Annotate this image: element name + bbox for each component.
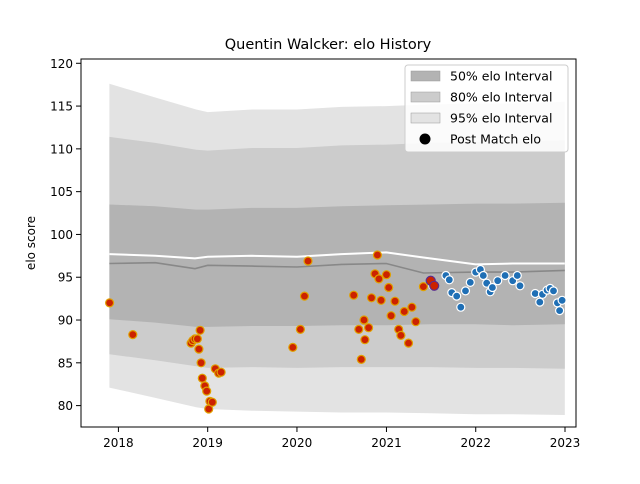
post-match-elo-point xyxy=(460,286,471,296)
historical-elo-point xyxy=(196,358,206,368)
post-match-elo-point xyxy=(444,275,454,285)
series-line-2 xyxy=(109,251,565,266)
historical-elo-point xyxy=(197,373,207,383)
historical-elo-point xyxy=(349,290,359,300)
historical-elo-point xyxy=(128,330,138,340)
historical-elo-point xyxy=(303,256,313,266)
historical-elo-point xyxy=(202,386,212,396)
post-match-elo-point xyxy=(465,277,475,287)
y-tick-label: 80 xyxy=(58,399,73,413)
legend-swatch xyxy=(410,112,441,124)
historical-elo-point xyxy=(216,367,226,377)
y-axis: 80 85 90 95 100 105 110 115 120 xyxy=(50,57,81,413)
historical-elo-point xyxy=(390,296,400,306)
historical-elo-point xyxy=(403,338,414,348)
legend-box xyxy=(404,64,569,153)
x-axis: 2018 2019 2020 2021 2022 2023 xyxy=(103,427,580,450)
historical-elo-point xyxy=(356,354,366,364)
y-tick-label: 100 xyxy=(50,228,73,242)
historical-elo-point xyxy=(354,324,364,334)
historical-elo-point xyxy=(194,344,204,354)
historical-elo-point xyxy=(396,330,406,340)
post-match-elo-point xyxy=(452,291,462,301)
historical-elo-point xyxy=(299,291,310,301)
legend-swatch xyxy=(410,70,441,82)
historical-elo-point xyxy=(372,250,382,260)
historical-elo-point xyxy=(376,295,386,305)
historical-elo-point xyxy=(386,311,396,321)
historical-elo-point xyxy=(407,302,417,312)
plot-area xyxy=(80,58,577,428)
post-match-elo-point xyxy=(512,270,522,281)
post-match-elo-point xyxy=(493,276,503,286)
y-tick-label: 85 xyxy=(58,356,73,370)
historical-elo-point xyxy=(360,335,370,345)
legend: 50% elo Interval 80% elo Interval 95% elo … xyxy=(404,64,569,153)
y-tick-label: 115 xyxy=(50,100,73,114)
x-tick-label: 2023 xyxy=(550,436,581,450)
y-tick-label: 105 xyxy=(50,185,73,199)
historical-elo-point xyxy=(374,274,384,284)
legend-label: 80% elo Interval xyxy=(450,90,552,105)
post-match-elo-point xyxy=(515,281,525,291)
plot-content xyxy=(104,83,567,416)
x-tick-label: 2022 xyxy=(460,436,491,450)
y-tick-label: 90 xyxy=(58,314,73,328)
legend-label: 50% elo Interval xyxy=(450,69,552,84)
plot-frame xyxy=(80,58,577,428)
post-match-elo-point xyxy=(500,270,510,281)
x-tick-label: 2018 xyxy=(103,436,134,450)
historical-elo-point xyxy=(384,282,394,293)
historical-elo-point xyxy=(288,342,298,352)
historical-elo-point xyxy=(418,282,428,292)
historical-elo-point xyxy=(195,325,205,335)
legend-label: Post Match elo xyxy=(450,132,541,147)
historical-elo-point xyxy=(359,315,369,325)
post-match-elo-point xyxy=(557,295,567,305)
historical-elo-point xyxy=(295,324,305,334)
post-match-elo-point xyxy=(548,286,559,296)
x-tick-label: 2021 xyxy=(371,436,402,450)
historical-elo-point xyxy=(104,298,115,308)
post-match-elo-point xyxy=(554,306,565,316)
historical-elo-point xyxy=(366,293,377,303)
legend-label: 95% elo Interval xyxy=(450,111,552,126)
y-axis-label: elo score xyxy=(24,216,38,270)
historical-elo-point xyxy=(192,334,202,344)
y-tick-label: 95 xyxy=(58,271,73,285)
legend-marker xyxy=(419,133,431,145)
post-match-elo-point xyxy=(487,282,497,293)
post-match-elo-point xyxy=(456,302,466,312)
x-tick-label: 2019 xyxy=(192,436,223,450)
x-tick-label: 2020 xyxy=(282,436,313,450)
historical-elo-point xyxy=(364,323,374,333)
highlight-elo-point xyxy=(429,280,440,291)
historical-elo-point xyxy=(381,270,392,280)
y-tick-label: 120 xyxy=(50,57,73,71)
historical-elo-point xyxy=(399,306,409,317)
chart-title: Quentin Walcker: elo History xyxy=(225,37,432,53)
historical-elo-point xyxy=(411,317,421,327)
post-match-elo-point xyxy=(478,270,488,281)
legend-swatch xyxy=(410,91,441,103)
post-match-elo-point xyxy=(535,297,545,307)
y-tick-label: 110 xyxy=(50,142,73,156)
historical-elo-point xyxy=(207,397,217,407)
